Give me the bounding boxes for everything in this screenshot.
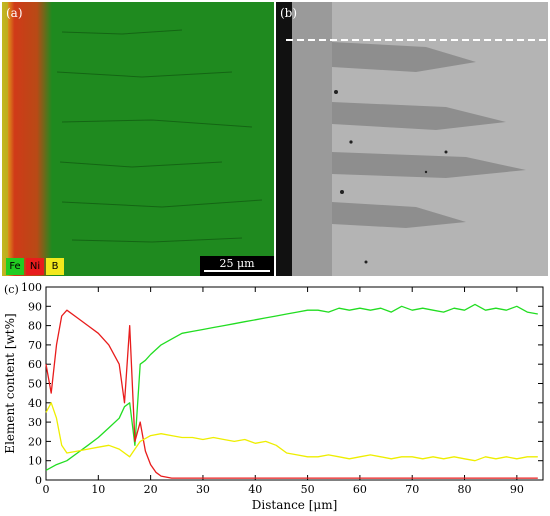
x-tick-label: 70	[405, 483, 419, 496]
y-tick-label: 10	[28, 455, 42, 468]
series-line-b	[45, 402, 538, 462]
series-line-ni	[45, 309, 538, 479]
ni-rich-edge-region	[2, 2, 52, 276]
scale-bar: 25 μm	[200, 256, 274, 276]
x-axis-label: Distance [μm]	[252, 498, 338, 512]
panel-a-label: (a)	[6, 6, 23, 20]
y-tick-label: 70	[28, 339, 42, 352]
panel-c-label: (c)	[4, 283, 19, 296]
x-tick-label: 60	[353, 483, 367, 496]
y-tick-label: 100	[21, 281, 42, 294]
y-tick-label: 60	[28, 358, 42, 371]
y-tick-label: 0	[35, 474, 42, 487]
panel-b-label: (b)	[280, 6, 298, 20]
y-tick-label: 30	[28, 416, 42, 429]
x-tick-label: 50	[301, 483, 315, 496]
sem-micrograph-panel: (b)	[276, 2, 548, 276]
y-axis-ticks: 0 10 20 30 40 50 60 70 80 90 100	[21, 281, 543, 487]
mount-region	[276, 2, 292, 276]
x-tick-label: 20	[144, 483, 158, 496]
sem-micrograph-image	[276, 2, 548, 276]
x-tick-label: 10	[91, 483, 105, 496]
legend-b: B	[46, 258, 64, 275]
legend-ni: Ni	[26, 258, 44, 275]
plot-frame	[45, 286, 544, 481]
series-layer	[45, 303, 538, 479]
pores	[334, 90, 448, 264]
y-axis-label: Element content [wt%]	[3, 313, 17, 453]
x-tick-label: 40	[248, 483, 262, 496]
eds-map-panel: (a) Fe Ni B 25 μm	[2, 2, 274, 276]
y-tick-label: 40	[28, 397, 42, 410]
x-tick-label: 90	[510, 483, 524, 496]
dark-phase-regions	[332, 42, 526, 228]
grain-boundaries	[56, 29, 263, 243]
x-tick-label: 0	[43, 483, 50, 496]
series-line-fe	[45, 303, 538, 471]
boride-layer-region	[292, 2, 332, 276]
line-scan-chart: 0 10 20 30 40 50 60 70 80 90 100 0 10 20 30 40 50 60 70 80…	[3, 281, 544, 512]
x-tick-label: 80	[458, 483, 472, 496]
b-rich-surface	[2, 2, 8, 276]
y-tick-label: 50	[28, 378, 42, 391]
y-tick-label: 90	[28, 300, 42, 313]
scale-bar-label: 25 μm	[219, 257, 255, 270]
scale-bar-line	[204, 270, 270, 272]
y-tick-label: 80	[28, 320, 42, 333]
x-axis-ticks: 0 10 20 30 40 50 60 70 80 90	[43, 287, 524, 496]
x-tick-label: 30	[196, 483, 210, 496]
y-tick-label: 20	[28, 435, 42, 448]
eds-map-image	[2, 2, 274, 276]
plot-border	[45, 286, 544, 481]
legend-fe: Fe	[6, 258, 24, 275]
